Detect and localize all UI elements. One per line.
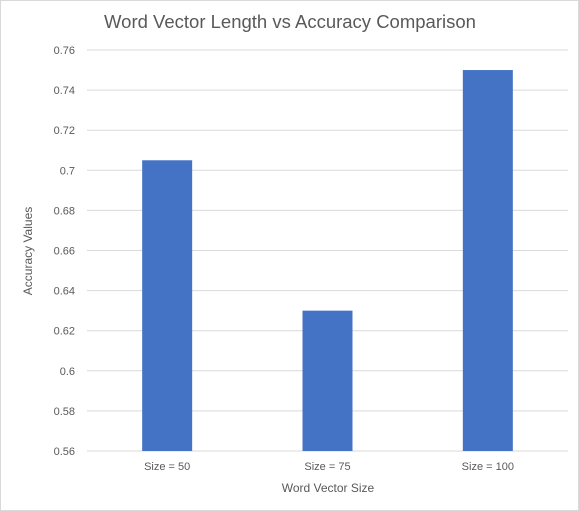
- bars: [142, 70, 513, 452]
- bar: [302, 310, 353, 451]
- y-axis-ticks: 0.56 0.58 0.6 0.62 0.64 0.66 0.68 0.7 0.72 0.74 0.…: [54, 45, 75, 458]
- x-tick-label: Size = 75: [304, 461, 350, 473]
- y-tick-label: 0.58: [54, 406, 75, 418]
- x-tick-label: Size = 100: [462, 461, 514, 473]
- y-axis-title: Accuracy Values: [21, 207, 35, 295]
- bar: [142, 160, 193, 451]
- bar: [462, 70, 513, 452]
- y-tick-label: 0.74: [54, 85, 75, 97]
- y-tick-label: 0.62: [54, 326, 75, 338]
- plot-area: 0.56 0.58 0.6 0.62 0.64 0.66 0.68 0.7 0.72 0.74 0.…: [54, 45, 568, 473]
- y-tick-label: 0.76: [54, 45, 75, 57]
- y-tick-label: 0.7: [60, 165, 75, 177]
- chart-title: Word Vector Length vs Accuracy Compariso…: [104, 11, 476, 32]
- x-axis-ticks: Size = 50 Size = 75 Size = 100: [144, 461, 514, 473]
- x-tick-label: Size = 50: [144, 461, 190, 473]
- y-tick-label: 0.6: [60, 366, 75, 378]
- y-tick-label: 0.68: [54, 205, 75, 217]
- x-axis-title: Word Vector Size: [282, 481, 375, 495]
- y-tick-label: 0.64: [54, 286, 75, 298]
- y-tick-label: 0.72: [54, 125, 75, 137]
- y-tick-label: 0.56: [54, 446, 75, 458]
- y-tick-label: 0.66: [54, 246, 75, 258]
